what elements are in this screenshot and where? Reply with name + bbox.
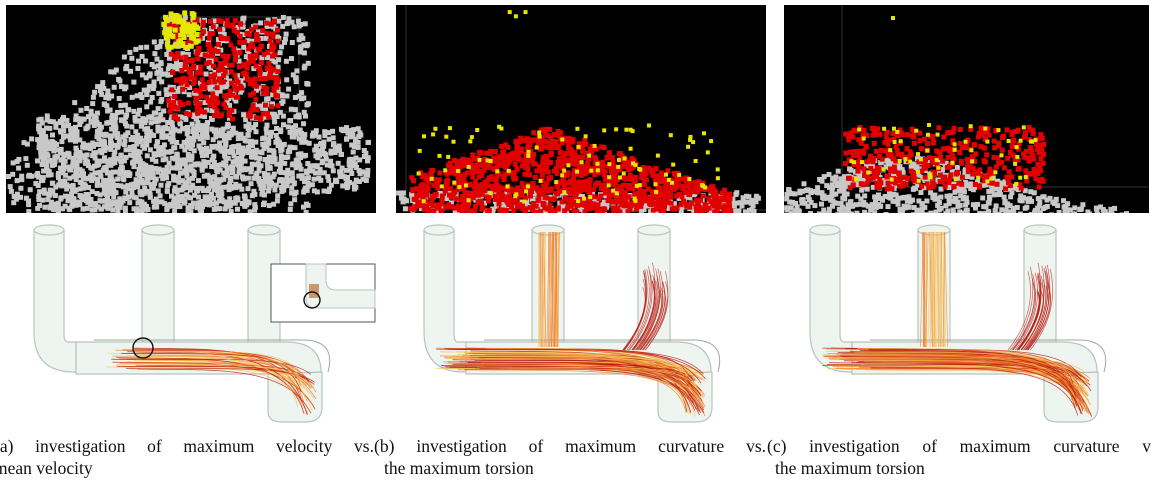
pipe-geometry bbox=[809, 224, 1107, 423]
highlight-points bbox=[416, 123, 720, 204]
streamlines bbox=[822, 231, 1093, 418]
caption-c-line2: the maximum torsion bbox=[775, 458, 925, 478]
pipe-a-svg bbox=[33, 224, 376, 423]
highlight-outliers bbox=[507, 10, 528, 19]
caption-b: (b) investigation of maximum curvature v… bbox=[374, 435, 766, 479]
pipe-geometry bbox=[33, 224, 331, 423]
caption-b-line1: (b) investigation of maximum curvature v… bbox=[374, 436, 766, 456]
context-points-band bbox=[36, 113, 371, 213]
scatter-c-svg bbox=[784, 5, 1149, 213]
caption-a-line1: (a) investigation of maximum velocity vs… bbox=[0, 436, 374, 456]
marker-circle bbox=[132, 337, 154, 359]
highlight-points bbox=[849, 123, 1038, 186]
caption-c-line1: (c) investigation of maximum curvature v bbox=[767, 436, 1151, 456]
caption-a: (a) investigation of maximum velocity vs… bbox=[0, 435, 374, 479]
scatter-plot-b bbox=[396, 5, 766, 213]
streamlines bbox=[106, 347, 317, 416]
pipe-c-svg bbox=[809, 224, 1107, 423]
pipe-render-c bbox=[782, 222, 1151, 428]
selected-points bbox=[408, 126, 733, 213]
streamlines bbox=[436, 231, 707, 417]
scatter-a-svg bbox=[6, 10, 371, 213]
pipe-render-b bbox=[396, 222, 768, 428]
zoom-inset bbox=[270, 263, 376, 323]
caption-b-line2: the maximum torsion bbox=[384, 458, 534, 478]
highlight-points bbox=[161, 10, 201, 50]
caption-a-line2: mean velocity bbox=[0, 458, 93, 478]
pipe-b-svg bbox=[423, 224, 721, 423]
scatter-plot-c bbox=[784, 5, 1149, 213]
pipe-render-a bbox=[6, 222, 378, 428]
caption-c: (c) investigation of maximum curvature v… bbox=[767, 435, 1151, 479]
highlight-outlier bbox=[891, 16, 895, 20]
scatter-plot-a bbox=[6, 5, 376, 213]
scatter-b-svg bbox=[396, 5, 766, 213]
